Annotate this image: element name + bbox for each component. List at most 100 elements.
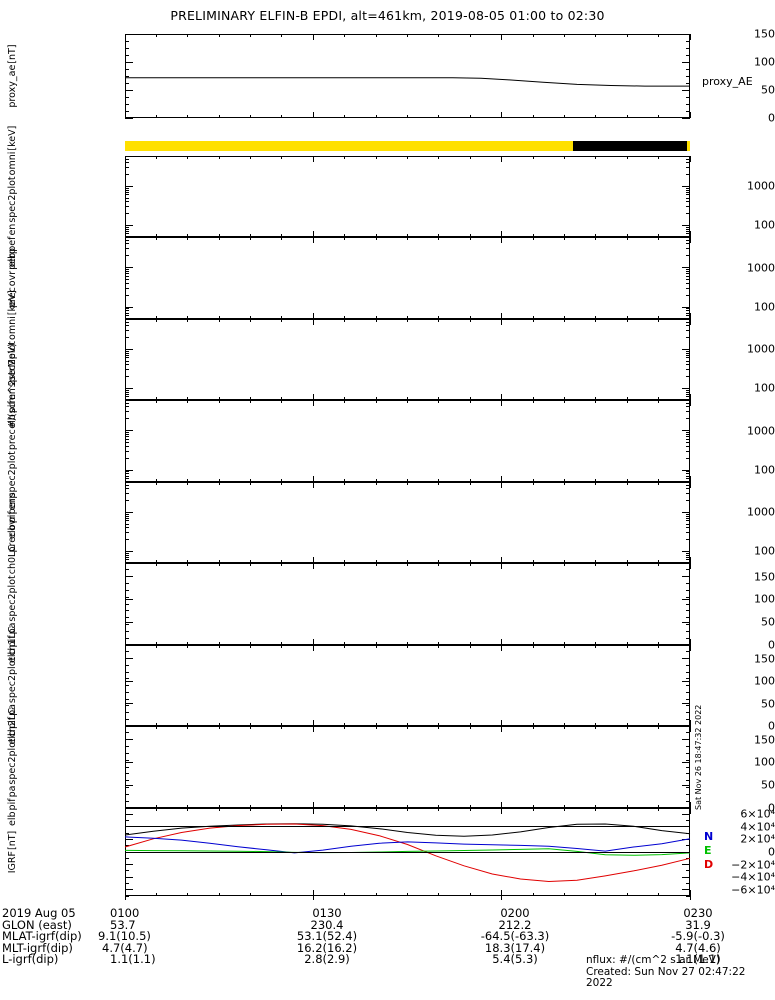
status-bar bbox=[125, 141, 690, 151]
y-minor-tick bbox=[686, 665, 690, 666]
y-minor-tick bbox=[125, 248, 129, 249]
y-minor-tick bbox=[125, 631, 129, 632]
x-tick bbox=[125, 231, 126, 237]
ylabel-line: perp bbox=[7, 248, 18, 270]
x-tick bbox=[125, 890, 126, 896]
y-minor-tick bbox=[686, 269, 690, 270]
y-minor-tick bbox=[686, 493, 690, 494]
x-tick bbox=[187, 893, 188, 896]
y-minor-tick bbox=[125, 34, 129, 35]
axis-value: 0130 bbox=[312, 906, 342, 920]
y-minor-tick bbox=[686, 520, 690, 521]
x-tick bbox=[156, 642, 157, 645]
y-tick-label: 150 bbox=[754, 570, 775, 584]
y-minor-tick bbox=[686, 233, 690, 234]
y-minor-tick bbox=[125, 276, 129, 277]
x-tick bbox=[595, 479, 596, 482]
x-tick bbox=[281, 400, 282, 403]
y-minor-tick bbox=[125, 325, 129, 326]
x-tick bbox=[344, 723, 345, 726]
y-tick-label: 100 bbox=[754, 755, 775, 769]
y-minor-tick bbox=[686, 539, 690, 540]
x-tick bbox=[281, 115, 282, 118]
y-minor-tick bbox=[686, 482, 690, 483]
y-minor-tick bbox=[686, 206, 690, 207]
y-minor-tick bbox=[686, 97, 690, 98]
x-tick bbox=[281, 726, 282, 729]
y-major-tick bbox=[682, 307, 690, 308]
y-minor-tick bbox=[686, 436, 690, 437]
y-minor-tick bbox=[125, 243, 129, 244]
y-tick-label: 100 bbox=[754, 592, 775, 606]
y-minor-tick bbox=[686, 69, 690, 70]
y-tick-label: 50 bbox=[761, 83, 775, 97]
y-tick-label: 0 bbox=[768, 801, 775, 815]
x-tick bbox=[658, 115, 659, 118]
x-tick bbox=[658, 642, 659, 645]
y-minor-tick bbox=[686, 557, 690, 558]
y-major-tick bbox=[682, 430, 690, 431]
x-tick bbox=[344, 400, 345, 403]
y-major-tick bbox=[125, 470, 133, 471]
x-tick bbox=[281, 237, 282, 240]
y-minor-tick bbox=[125, 820, 129, 821]
x-tick bbox=[595, 34, 596, 37]
y-minor-tick bbox=[125, 808, 129, 809]
x-tick bbox=[187, 234, 188, 237]
y-minor-tick bbox=[125, 198, 129, 199]
x-tick bbox=[658, 34, 659, 37]
x-tick bbox=[470, 479, 471, 482]
x-tick bbox=[470, 642, 471, 645]
y-major-tick bbox=[682, 703, 690, 704]
x-tick bbox=[376, 723, 377, 726]
y-major-tick bbox=[125, 430, 133, 431]
y-major-tick bbox=[125, 599, 133, 600]
y-minor-tick bbox=[125, 90, 129, 91]
y-minor-tick bbox=[686, 610, 690, 611]
x-tick bbox=[407, 479, 408, 482]
x-tick bbox=[187, 400, 188, 403]
ylabel-line: pa bbox=[7, 785, 18, 798]
x-tick bbox=[281, 479, 282, 482]
x-tick bbox=[658, 234, 659, 237]
y-minor-tick bbox=[125, 773, 129, 774]
y-minor-tick bbox=[686, 658, 690, 659]
y-minor-tick bbox=[686, 500, 690, 501]
y-minor-tick bbox=[686, 801, 690, 802]
y-minor-tick bbox=[686, 516, 690, 517]
y-minor-tick bbox=[686, 118, 690, 119]
x-tick bbox=[313, 482, 314, 488]
y-minor-tick bbox=[686, 288, 690, 289]
x-tick bbox=[313, 808, 314, 814]
y-minor-tick bbox=[686, 229, 690, 230]
y-minor-tick bbox=[125, 62, 129, 63]
y-minor-tick bbox=[125, 355, 129, 356]
y-minor-tick bbox=[686, 471, 690, 472]
y-minor-tick bbox=[125, 353, 129, 354]
x-tick bbox=[344, 319, 345, 322]
y-minor-tick bbox=[125, 563, 129, 564]
x-tick bbox=[313, 476, 314, 482]
x-tick bbox=[156, 645, 157, 648]
x-tick bbox=[470, 560, 471, 563]
x-axis-major-tick bbox=[690, 896, 691, 900]
x-tick bbox=[156, 234, 157, 237]
x-tick bbox=[690, 645, 691, 651]
y-minor-tick bbox=[125, 313, 129, 314]
x-tick bbox=[564, 645, 565, 648]
x-tick bbox=[407, 115, 408, 118]
x-tick bbox=[690, 237, 691, 243]
x-tick bbox=[313, 645, 314, 651]
y-minor-tick bbox=[125, 439, 129, 440]
x-tick bbox=[344, 482, 345, 485]
y-major-tick bbox=[682, 622, 690, 623]
y-minor-tick bbox=[125, 471, 129, 472]
x-tick bbox=[219, 560, 220, 563]
x-tick bbox=[281, 319, 282, 322]
y-minor-tick bbox=[125, 288, 129, 289]
x-tick bbox=[533, 115, 534, 118]
x-tick bbox=[376, 397, 377, 400]
y-minor-tick bbox=[125, 858, 129, 859]
y-minor-tick bbox=[686, 458, 690, 459]
